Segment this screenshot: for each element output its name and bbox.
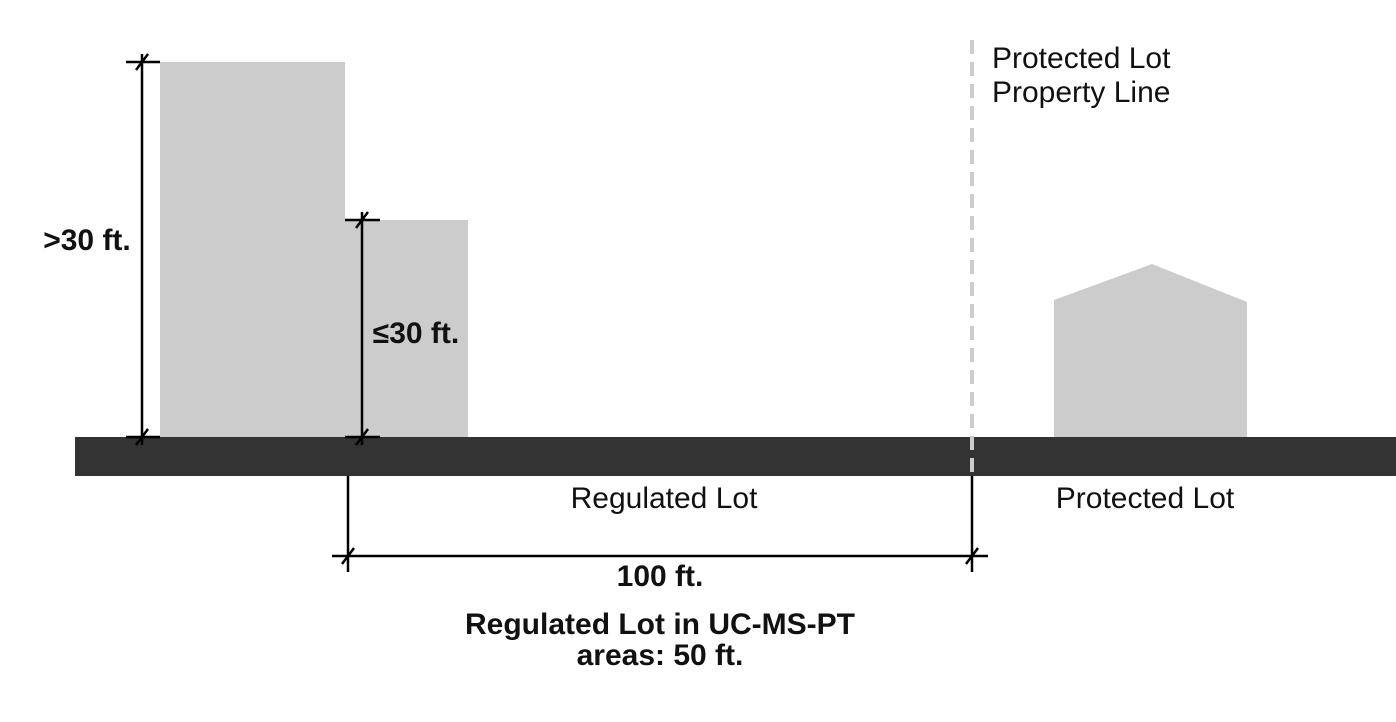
property-line-label: Property Line — [992, 76, 1170, 109]
tall-dimension — [126, 53, 160, 446]
regulated-lot-label: Regulated Lot — [571, 482, 758, 515]
short-dimension — [345, 211, 380, 446]
ground — [75, 437, 1396, 476]
tall-building — [160, 62, 345, 438]
distance-dimension — [332, 476, 988, 572]
short-height-label: ≤30 ft. — [373, 317, 459, 350]
property-line-label: Protected Lot — [992, 42, 1171, 75]
protected-lot-label: Protected Lot — [1056, 482, 1235, 515]
protected-house — [1054, 264, 1247, 438]
short-building — [345, 220, 468, 438]
tall-height-label: >30 ft. — [43, 224, 131, 257]
note: areas: 50 ft. — [577, 639, 744, 672]
note: Regulated Lot in UC-MS-PT — [465, 608, 855, 641]
distance-label: 100 ft. — [617, 560, 704, 593]
